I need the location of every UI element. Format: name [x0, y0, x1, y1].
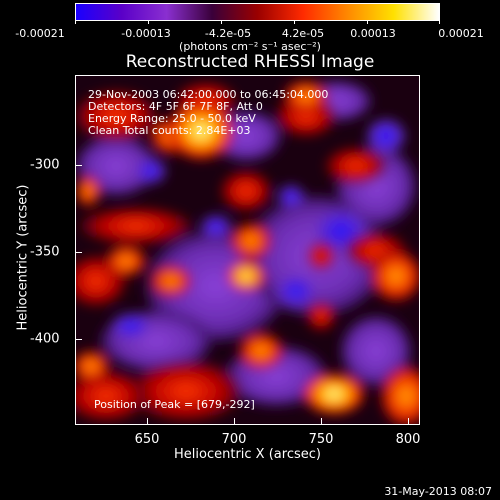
x-tick-label: 750 — [308, 432, 334, 447]
image-canvas: 29-Nov-2003 06:42:00.000 to 06:45:04.000… — [76, 76, 419, 424]
emission-map — [76, 81, 419, 424]
colorbar — [75, 3, 440, 21]
image-title: Reconstructed RHESSI Image — [125, 52, 375, 72]
y-tick-mark — [76, 165, 82, 166]
x-tick-label: 700 — [221, 432, 247, 447]
x-tick-label: 650 — [134, 432, 160, 447]
x-axis-label: Heliocentric X (arcsec) — [174, 447, 321, 462]
timestamp: 31-May-2013 08:07 — [384, 485, 492, 498]
x-tick-mark — [321, 418, 322, 424]
colorbar-tick — [439, 20, 440, 24]
colorbar-tick-label: 0.00013 — [350, 27, 396, 40]
x-tick-mark — [408, 418, 409, 424]
annotation-detectors: Detectors: 4F 5F 6F 7F 8F, Att 0 — [88, 100, 263, 113]
y-tick-mark — [76, 339, 82, 340]
y-tick-label: -350 — [30, 244, 60, 260]
colorbar-tick — [367, 20, 368, 24]
colorbar-tick-label: -0.00013 — [121, 27, 171, 40]
annotation-peak-position: Position of Peak = [679,-292] — [94, 398, 255, 411]
colorbar-tick — [294, 20, 295, 24]
rhessi-image: 29-Nov-2003 06:42:00.000 to 06:45:04.000… — [75, 75, 420, 425]
y-axis-label: Heliocentric Y (arcsec) — [15, 184, 31, 331]
colorbar-tick-label: 4.2e-05 — [281, 27, 325, 40]
annotation-time-range: 29-Nov-2003 06:42:00.000 to 06:45:04.000 — [88, 88, 328, 101]
annotation-clean-counts: Clean Total counts: 2.84E+03 — [88, 124, 251, 137]
colorbar-tick — [148, 20, 149, 24]
colorbar-tick-label: -0.00021 — [15, 27, 65, 40]
y-tick-mark — [76, 252, 82, 253]
colorbar-tick — [221, 20, 222, 24]
colorbar-tick-label: -4.2e-05 — [204, 27, 252, 40]
colorbar-units: (photons cm⁻² s⁻¹ asec⁻²) — [179, 40, 321, 53]
colorbar-tick-label: 0.00021 — [438, 27, 484, 40]
x-tick-mark — [234, 418, 235, 424]
y-tick-label: -300 — [30, 157, 60, 173]
annotation-energy-range: Energy Range: 25.0 - 50.0 keV — [88, 112, 256, 125]
y-tick-label: -400 — [30, 331, 60, 347]
x-tick-mark — [147, 418, 148, 424]
x-tick-label: 800 — [395, 432, 421, 447]
colorbar-tick — [75, 20, 76, 24]
